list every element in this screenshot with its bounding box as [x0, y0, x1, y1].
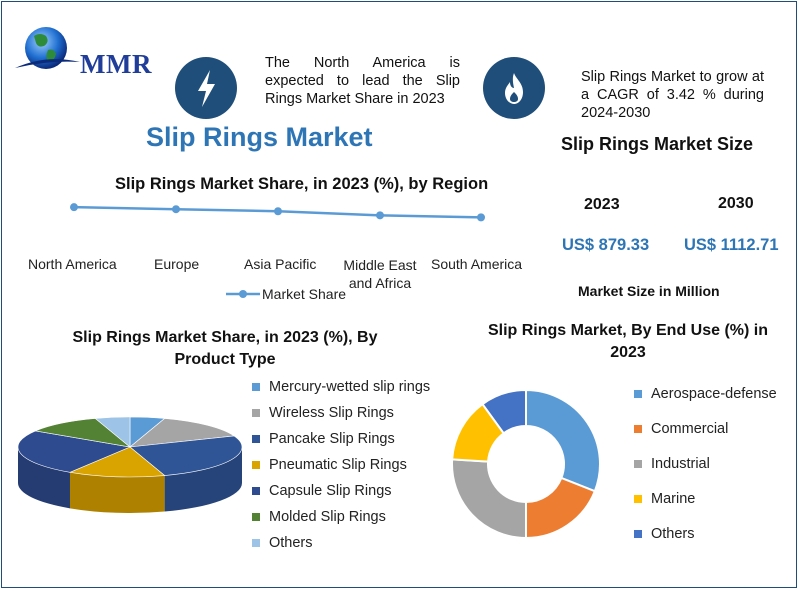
- legend-label: Capsule Slip Rings: [269, 483, 392, 499]
- value-2023: US$ 879.33: [562, 236, 650, 254]
- lightning-icon: [198, 70, 215, 107]
- legend-item: Molded Slip Rings: [252, 504, 430, 530]
- legend-label: Pneumatic Slip Rings: [269, 457, 407, 473]
- legend-swatch: [252, 539, 260, 547]
- year-2030-label: 2030: [718, 195, 754, 212]
- data-point: [70, 203, 78, 212]
- legend-label: Industrial: [651, 455, 710, 472]
- logo-text: MMR: [80, 49, 152, 79]
- legend-item: Commercial: [634, 411, 777, 446]
- product-chart-title: Slip Rings Market Share, in 2023 (%), By…: [72, 329, 378, 368]
- data-point: [477, 213, 485, 222]
- enduse-donut-chart: [451, 388, 601, 540]
- legend-label: Molded Slip Rings: [269, 509, 386, 525]
- x-tick-label: South America: [431, 256, 523, 272]
- legend-swatch: [252, 461, 260, 469]
- legend-swatch: [634, 529, 642, 538]
- legend-swatch: [252, 487, 260, 495]
- pie-slice: [68, 446, 166, 478]
- market-size-caption: Market Size in Million: [578, 283, 720, 299]
- x-tick-label: Asia Pacific: [244, 256, 317, 272]
- legend-item: Aerospace-defense: [634, 376, 777, 411]
- globe-logo-icon: [15, 27, 80, 69]
- pie-slice-side: [18, 447, 70, 509]
- pie-slice: [94, 416, 131, 448]
- callout-left-text: The North America is expected to lead th…: [265, 55, 460, 107]
- value-2030: US$ 1112.71: [684, 236, 779, 254]
- x-tick-label: Middle East and Africa: [343, 257, 417, 291]
- legend-swatch: [634, 424, 642, 433]
- legend-swatch: [252, 513, 260, 521]
- legend-label: Aerospace-defense: [651, 385, 777, 402]
- enduse-chart-title: Slip Rings Market, By End Use (%) in 202…: [487, 322, 769, 361]
- region-line-chart: [70, 203, 485, 222]
- market-size-title: Slip Rings Market Size: [561, 134, 754, 154]
- pie-slice: [129, 418, 235, 448]
- data-point: [274, 207, 282, 216]
- enduse-legend: Aerospace-defense Commercial Industrial …: [634, 376, 777, 551]
- year-2023-label: 2023: [584, 196, 620, 213]
- flame-icon: [505, 73, 523, 104]
- legend-item: Pancake Slip Rings: [252, 426, 430, 452]
- pie-slice-side: [69, 472, 165, 513]
- legend-label: Others: [651, 525, 695, 542]
- line-legend-label: Market Share: [262, 286, 347, 302]
- legend-item: Pneumatic Slip Rings: [252, 452, 430, 478]
- legend-swatch: [252, 383, 260, 391]
- x-tick-label: Europe: [154, 256, 200, 272]
- legend-item: Industrial: [634, 446, 777, 481]
- main-title: Slip Rings Market: [146, 122, 373, 152]
- product-legend: Mercury-wetted slip rings Wireless Slip …: [252, 374, 430, 556]
- legend-swatch: [634, 494, 642, 503]
- callout-right-text: Slip Rings Market to grow at a CAGR of 3…: [581, 69, 764, 121]
- legend-line-marker: [226, 290, 260, 298]
- donut-slice: [451, 458, 527, 540]
- region-chart-title: Slip Rings Market Share, in 2023 (%), by…: [115, 175, 489, 193]
- legend-item: Others: [634, 516, 777, 551]
- legend-label: Marine: [651, 490, 696, 507]
- pie-slice: [17, 430, 132, 473]
- donut-slice: [481, 388, 527, 435]
- legend-item: Capsule Slip Rings: [252, 478, 430, 504]
- legend-label: Mercury-wetted slip rings: [269, 379, 431, 395]
- legend-label: Pancake Slip Rings: [269, 431, 395, 447]
- donut-slice: [525, 388, 601, 493]
- product-3d-pie-chart: [17, 416, 243, 513]
- data-point: [172, 205, 180, 214]
- legend-swatch: [252, 435, 260, 443]
- x-tick-label: North America: [28, 256, 117, 272]
- legend-swatch: [634, 459, 642, 468]
- legend-swatch: [634, 389, 642, 398]
- legend-item: Wireless Slip Rings: [252, 400, 430, 426]
- legend-swatch: [252, 409, 260, 417]
- donut-slice: [525, 476, 597, 540]
- legend-item: Mercury-wetted slip rings: [252, 374, 430, 400]
- legend-item: Marine: [634, 481, 777, 516]
- pie-slice: [129, 435, 243, 476]
- data-point: [376, 211, 384, 220]
- pie-slice-side: [164, 447, 242, 512]
- legend-item: Others: [252, 530, 430, 556]
- pie-slice: [34, 418, 132, 448]
- legend-label: Others: [269, 535, 313, 551]
- legend-label: Wireless Slip Rings: [269, 405, 394, 421]
- legend-label: Commercial: [651, 420, 729, 437]
